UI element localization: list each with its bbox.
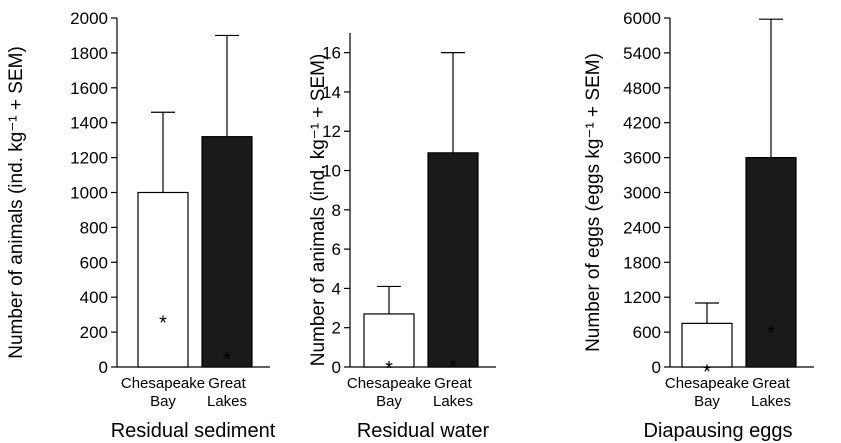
panel-0-category-label-1-1: Lakes — [207, 393, 247, 410]
panel-2-y-tick-label-5: 3000 — [623, 184, 661, 203]
panel-2-bar-0 — [681, 322, 733, 368]
panel-0-y-tick-label-2: 400 — [80, 288, 108, 307]
panel-0-y-tick-label-7: 1400 — [70, 114, 108, 133]
panel-1-category-label-1-1: Lakes — [433, 393, 473, 410]
panel-0-y-tick-label-1: 200 — [80, 323, 108, 342]
panel-2-bar-1 — [745, 157, 797, 368]
panel-1-y-tick-label-2: 4 — [332, 279, 341, 298]
panel-1-y-tick-label-3: 6 — [332, 240, 341, 259]
panel-0-category-label-0-0: Chesapeake — [121, 375, 205, 392]
panel-2-y-tick-label-3: 1800 — [623, 253, 661, 272]
panel-2-y-tick-label-2: 1200 — [623, 288, 661, 307]
panel-2-category-label-1-1: Lakes — [751, 393, 791, 410]
panel-2-y-tick-label-9: 5400 — [623, 44, 661, 63]
panel-0-y-tick-label-8: 1600 — [70, 79, 108, 98]
panel-0-bar-1 — [201, 136, 253, 368]
panel-1-y-tick-label-6: 12 — [322, 122, 341, 141]
panel-1-category-label-1-0: Great — [434, 375, 472, 392]
panel-2-category-label-1-0: Great — [752, 375, 790, 392]
panel-0-y-tick-label-5: 1000 — [70, 184, 108, 203]
panel-2-asterisk-1: * — [767, 322, 775, 344]
panel-0-y-tick-label-3: 600 — [80, 253, 108, 272]
panel-2-category-label-0-1: Bay — [694, 393, 720, 410]
panel-0-y-tick-label-4: 800 — [80, 218, 108, 237]
panel-2-y-tick-label-6: 3600 — [623, 149, 661, 168]
panel-1-y-tick-label-5: 10 — [322, 162, 341, 181]
panel-1-y-tick-label-8: 16 — [322, 44, 341, 63]
panel-0-category-label-0-1: Bay — [150, 393, 176, 410]
panel-0-category-label-1-0: Great — [208, 375, 246, 392]
panel-2-y-tick-label-1: 600 — [633, 323, 661, 342]
panel-2-y-axis-label: Number of eggs (eggs kg⁻¹ + SEM) — [583, 53, 604, 352]
panel-1-bar-1 — [427, 152, 479, 368]
panel-1-asterisk-1: * — [449, 356, 457, 378]
panel-2-y-tick-label-0: 0 — [652, 358, 661, 377]
panel-0-asterisk-0: * — [159, 312, 167, 334]
panel-2-y-tick-label-8: 4800 — [623, 79, 661, 98]
panel-0-title: Residual sediment — [111, 420, 276, 442]
panel-0-y-tick-label-6: 1200 — [70, 149, 108, 168]
panel-1-y-axis-label: Number of animals (ind. kg⁻¹ + SEM) — [308, 54, 329, 367]
panel-0-bar-0 — [137, 191, 189, 368]
panel-2-title: Diapausing eggs — [644, 420, 793, 442]
panel-1-y-tick-label-4: 8 — [332, 201, 341, 220]
panel-0-y-tick-label-0: 0 — [99, 358, 108, 377]
panel-1-asterisk-0: * — [385, 358, 393, 380]
panel-0-y-axis-label: Number of animals (ind. kg⁻¹ + SEM) — [6, 46, 27, 359]
panel-1-y-tick-label-1: 2 — [332, 319, 341, 338]
panel-0-y-tick-label-10: 2000 — [70, 9, 108, 28]
panel-2-asterisk-0: * — [703, 361, 711, 383]
panel-2-y-tick-label-4: 2400 — [623, 218, 661, 237]
panel-1-title: Residual water — [357, 420, 490, 442]
panel-1-y-tick-label-0: 0 — [332, 358, 341, 377]
panel-1-category-label-0-1: Bay — [376, 393, 402, 410]
panel-1-category-label-0-0: Chesapeake — [347, 375, 431, 392]
panel-1-bar-0 — [363, 313, 415, 368]
panel-2-category-label-0-0: Chesapeake — [665, 375, 749, 392]
panel-2-y-tick-label-7: 4200 — [623, 114, 661, 133]
panel-0-y-tick-label-9: 1800 — [70, 44, 108, 63]
panel-1-y-tick-label-7: 14 — [322, 83, 341, 102]
panel-2-y-tick-label-10: 6000 — [623, 9, 661, 28]
panel-0-asterisk-1: * — [223, 349, 231, 371]
